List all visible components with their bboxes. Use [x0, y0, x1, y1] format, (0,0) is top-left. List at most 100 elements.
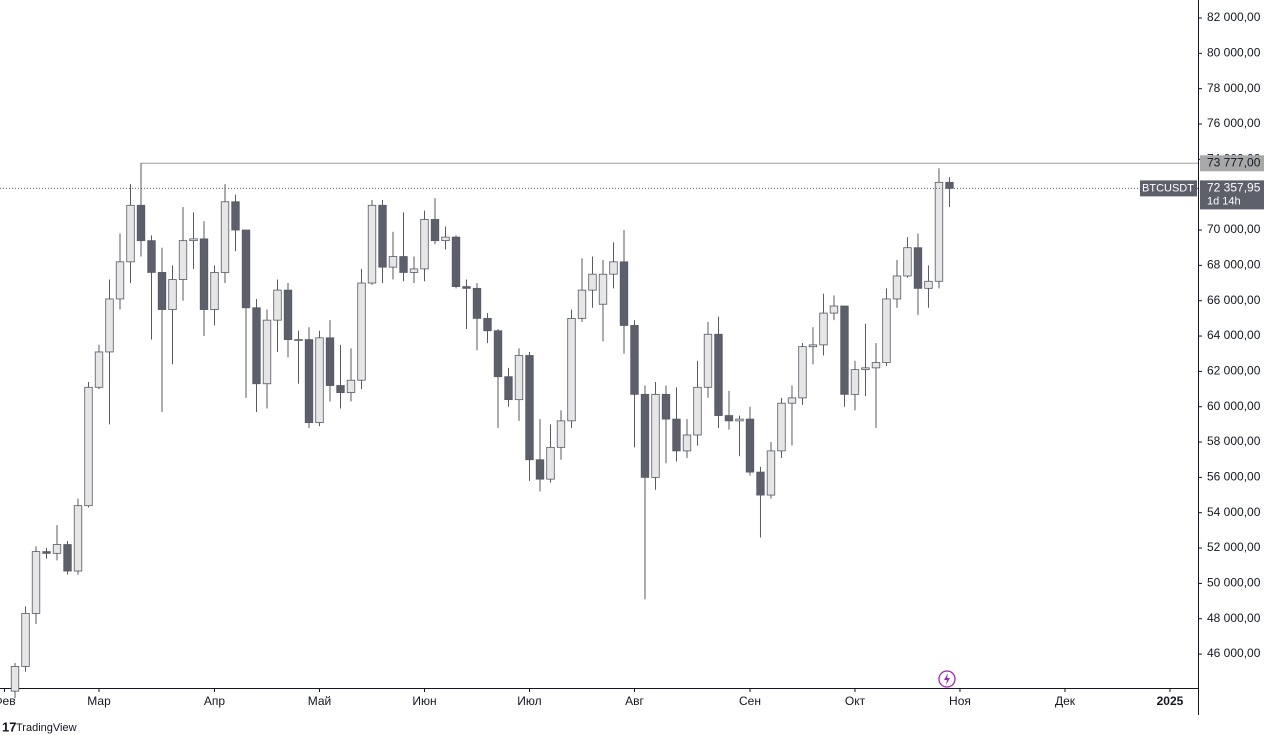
symbol-box: [1140, 180, 1197, 197]
candle: [798, 343, 807, 405]
candle: [588, 256, 597, 308]
candle-body: [735, 418, 744, 422]
candle: [157, 247, 167, 413]
brand-logo: 17: [2, 719, 16, 734]
x-tick-label: Май: [308, 694, 332, 708]
candle: [336, 344, 345, 409]
candle-body: [472, 287, 482, 319]
candle: [682, 419, 692, 458]
candle-body: [283, 289, 293, 340]
candle: [126, 184, 135, 284]
candle: [273, 279, 282, 352]
y-tick-label: 70 000,00: [1207, 222, 1261, 236]
candle-body: [367, 204, 377, 284]
candle: [934, 168, 944, 289]
candle: [892, 260, 902, 308]
candle: [651, 381, 660, 490]
candle-body: [913, 247, 923, 289]
icon-bolt: [944, 673, 950, 685]
y-tick-label: 54 000,00: [1207, 505, 1261, 519]
candle-body: [525, 355, 534, 461]
candle-body: [483, 317, 492, 332]
candle: [84, 381, 93, 508]
candle-body: [420, 219, 429, 270]
candle: [178, 207, 188, 301]
candle: [189, 212, 198, 269]
candle: [850, 360, 860, 411]
candle-body: [42, 551, 51, 554]
candle: [94, 344, 104, 390]
candle: [52, 525, 62, 561]
countdown-label: 1d 14h: [1207, 195, 1241, 207]
candle: [483, 313, 492, 344]
candle-body: [136, 204, 146, 242]
candle: [861, 323, 870, 397]
candle: [168, 265, 177, 365]
candle: [703, 321, 713, 398]
candle-body: [388, 256, 398, 268]
candle: [598, 260, 608, 342]
y-tick-label: 62 000,00: [1207, 364, 1261, 378]
candle-body: [115, 261, 125, 300]
candle: [609, 242, 618, 289]
candle-body: [357, 282, 366, 381]
candle: [241, 229, 251, 398]
y-tick-label: 78 000,00: [1207, 81, 1261, 95]
candle: [10, 662, 20, 699]
candle-body: [693, 386, 702, 436]
candle: [462, 279, 471, 329]
x-tick-label: 2025: [1157, 694, 1184, 708]
brand-name: TradingView: [16, 722, 77, 734]
candle-body: [567, 317, 576, 422]
candle-body: [273, 289, 282, 321]
candle-body: [63, 544, 72, 572]
candle: [577, 258, 587, 322]
candle-body: [651, 393, 660, 478]
candle: [357, 268, 366, 390]
candle-body: [577, 289, 587, 319]
candle-body: [598, 273, 608, 305]
candle-body: [556, 420, 566, 448]
candle: [325, 320, 335, 402]
y-tick-label: 50 000,00: [1207, 576, 1261, 590]
candle-body: [798, 346, 807, 399]
candle-body: [745, 418, 755, 473]
y-tick-label: 58 000,00: [1207, 434, 1261, 448]
candle: [514, 348, 524, 421]
candle-body: [178, 240, 188, 280]
icon-ring: [938, 670, 956, 688]
candle: [472, 283, 482, 351]
candle-body: [336, 385, 345, 393]
candle: [525, 351, 534, 481]
candle: [871, 343, 881, 428]
candle: [829, 295, 839, 321]
candle-body: [892, 275, 902, 300]
candle: [661, 385, 671, 464]
lightning-icon[interactable]: [938, 670, 956, 688]
y-tick-label: 48 000,00: [1207, 611, 1261, 625]
candle: [945, 177, 954, 208]
candle-body: [325, 337, 335, 386]
candle-body: [703, 333, 713, 388]
candle: [693, 360, 702, 446]
candle: [63, 541, 72, 575]
candle: [672, 387, 681, 462]
candle: [210, 265, 219, 326]
candle-body: [399, 256, 408, 273]
candle-body: [924, 280, 933, 289]
candle-body: [861, 367, 870, 371]
candle-body: [220, 201, 230, 273]
candle-body: [504, 376, 513, 401]
candle: [252, 298, 261, 413]
last-price-label: 72 357,95: [1207, 181, 1261, 195]
candle: [546, 424, 555, 483]
candle: [136, 162, 146, 257]
candle-body: [903, 247, 912, 277]
x-tick-label: Окт: [845, 694, 866, 708]
candle-body: [840, 305, 849, 395]
candle-body: [168, 279, 177, 310]
candle: [409, 256, 419, 284]
candle: [777, 397, 786, 458]
candle: [31, 546, 41, 625]
candle-body: [724, 415, 734, 422]
